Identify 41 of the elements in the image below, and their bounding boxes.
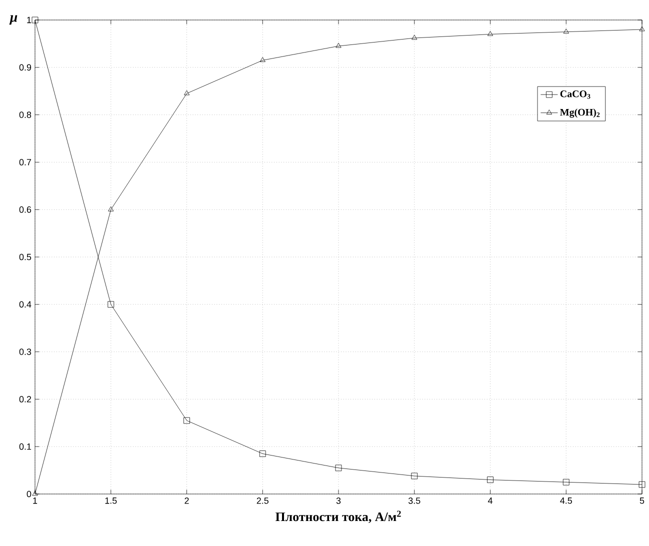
x-tick-label: 2 xyxy=(184,498,189,504)
x-tick-label: 1 xyxy=(33,498,38,504)
point xyxy=(108,206,114,212)
point xyxy=(412,34,418,40)
point xyxy=(563,28,569,34)
x-tick-label: 4.5 xyxy=(560,498,572,504)
point xyxy=(32,490,38,496)
y-tick-label: 0 xyxy=(26,490,32,498)
y-tick-label: 0.7 xyxy=(19,159,32,166)
y-tick-label: 0.5 xyxy=(19,254,32,260)
point xyxy=(32,16,38,24)
point xyxy=(108,301,114,308)
y-tick-label: 0.8 xyxy=(19,112,32,118)
x-tick-label: 2.5 xyxy=(256,498,268,504)
y-tick-label: 0.3 xyxy=(19,348,32,355)
point xyxy=(260,57,266,62)
point xyxy=(562,478,570,486)
y-tick-label: 0.1 xyxy=(19,443,32,450)
x-axis-title: Плотности тока, А/м$^{2}$ xyxy=(276,510,401,524)
point xyxy=(638,481,646,488)
point xyxy=(336,42,342,48)
point xyxy=(259,450,266,457)
y-tick-label: 1 xyxy=(27,16,32,24)
x-tick-label: 1.5 xyxy=(105,498,117,504)
y-tick-label: 0.6 xyxy=(19,206,32,213)
point xyxy=(335,464,342,472)
y-tick-label: 0.9 xyxy=(19,64,32,71)
point xyxy=(184,90,190,96)
x-tick-label: 3.5 xyxy=(408,498,420,504)
legend-label: Mg(OH)$_{2}$ xyxy=(560,108,600,118)
point xyxy=(184,417,190,424)
x-tick-label: 4 xyxy=(488,498,492,504)
point xyxy=(487,476,494,483)
legend-label: CaCO$_{3}$ xyxy=(560,90,590,99)
y-tick-label: 0.2 xyxy=(19,396,32,402)
point xyxy=(487,31,494,36)
point xyxy=(411,472,418,480)
x-tick-label: 5 xyxy=(640,498,644,504)
y-tick-label: 0.4 xyxy=(19,301,32,308)
y-axis-title: μ xyxy=(9,15,18,25)
x-tick-label: 3 xyxy=(336,498,341,504)
